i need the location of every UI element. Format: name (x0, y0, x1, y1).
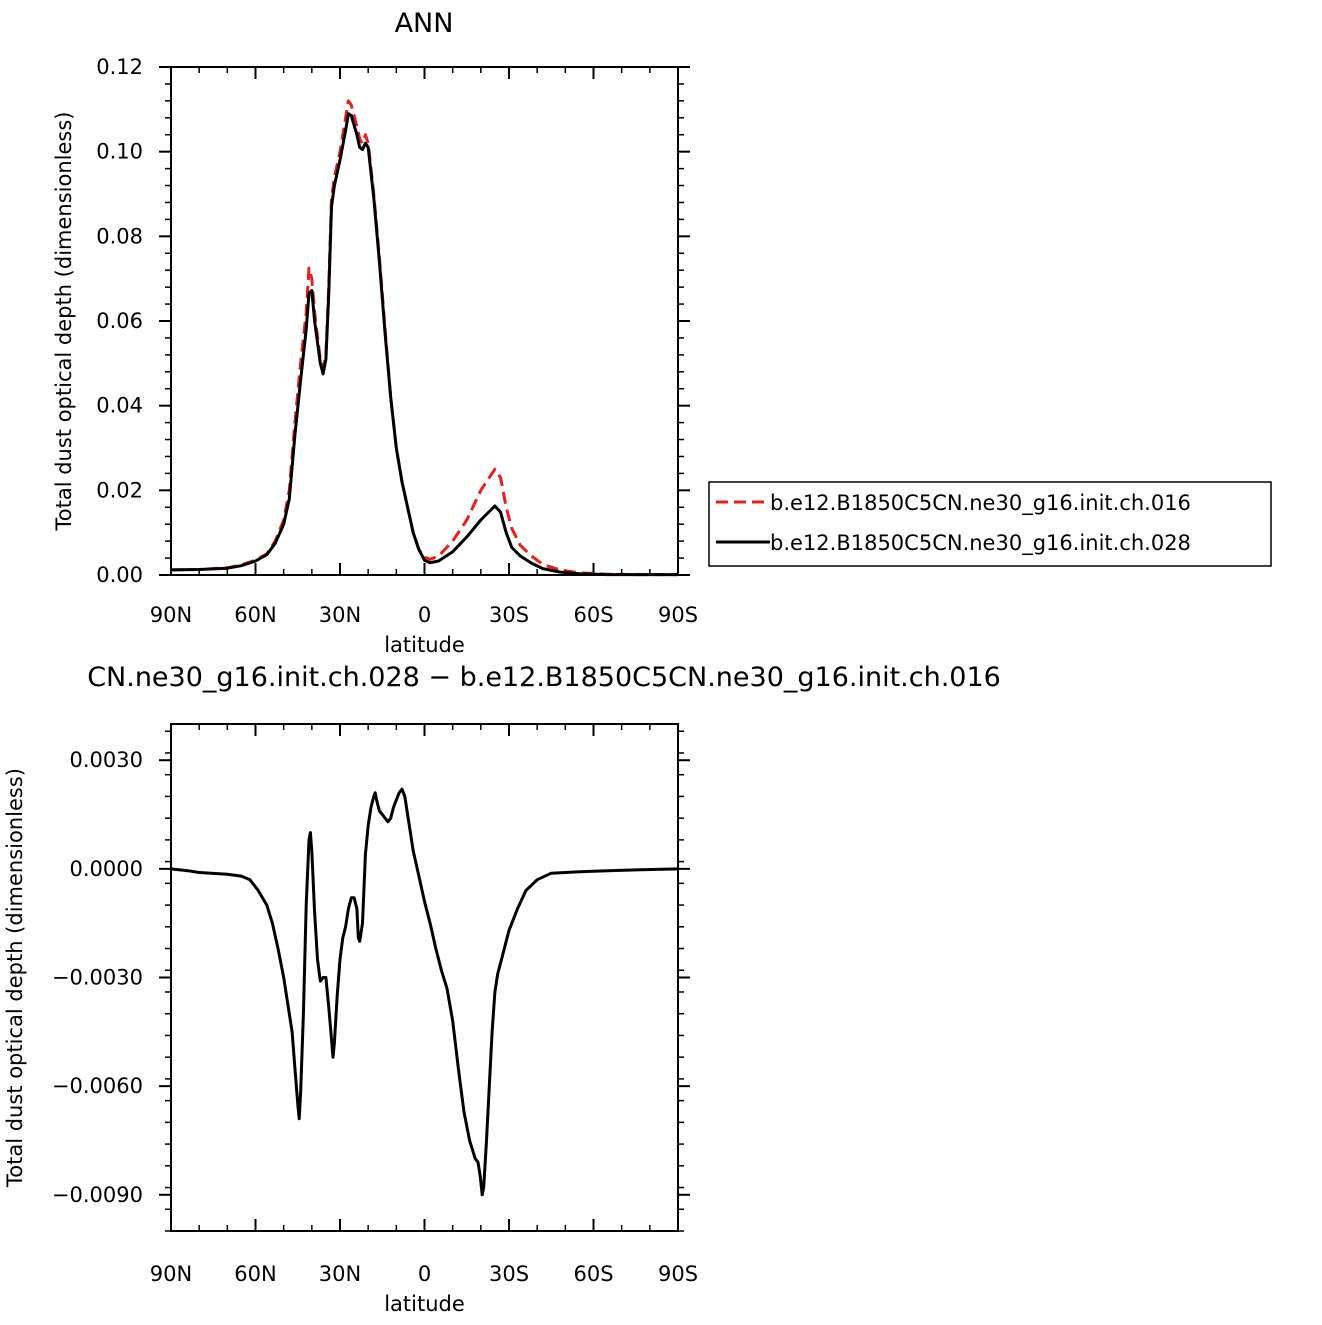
y-tick-label: 0.04 (96, 394, 143, 418)
chart-title: CN.ne30_g16.init.ch.028 − b.e12.B1850C5C… (87, 662, 1001, 693)
x-tick-label: 60S (573, 603, 613, 627)
legend-box (708, 481, 1272, 567)
x-tick-label: 90N (150, 1262, 192, 1286)
series-line-1 (170, 99, 678, 577)
x-tick-label: 90S (658, 1262, 698, 1286)
legend: b.e12.B1850C5CN.ne30_g16.init.ch.016 b.e1… (708, 481, 1272, 567)
legend-label-1: b.e12.B1850C5CN.ne30_g16.init.ch.016 (770, 491, 1191, 516)
x-tick-label: 90N (150, 603, 192, 627)
x-tick-label: 30N (319, 1262, 361, 1286)
y-tick-label: 0.08 (96, 224, 143, 248)
x-tick-label: 0 (418, 1262, 431, 1286)
plot-frame (170, 723, 679, 1232)
x-tick-label: 60S (573, 1262, 613, 1286)
series-line-2 (170, 112, 678, 577)
x-tick-label: 60N (234, 1262, 276, 1286)
x-tick-label: 90S (658, 603, 698, 627)
chart-title: ANN (395, 8, 454, 39)
x-tick-label: 30S (489, 603, 529, 627)
y-tick-label: 0.12 (96, 55, 143, 79)
x-tick-label: 60N (234, 603, 276, 627)
y-tick-label: 0.02 (96, 478, 143, 502)
x-axis-label: latitude (384, 1292, 465, 1316)
y-tick-label: 0.10 (96, 140, 143, 164)
y-tick-label: 0.0030 (70, 748, 143, 772)
legend-label-2: b.e12.B1850C5CN.ne30_g16.init.ch.028 (770, 531, 1191, 556)
y-axis-label: Total dust optical depth (dimensionless) (3, 768, 27, 1188)
x-tick-label: 30N (319, 603, 361, 627)
y-tick-label: −0.0030 (52, 966, 143, 990)
plot-frame (170, 66, 679, 576)
x-axis-label: latitude (384, 633, 465, 657)
y-tick-label: 0.0000 (70, 857, 143, 881)
y-axis-label: Total dust optical depth (dimensionless) (52, 112, 76, 532)
y-tick-label: −0.0090 (52, 1183, 143, 1207)
x-tick-label: 30S (489, 1262, 529, 1286)
y-tick-label: 0.06 (96, 309, 143, 333)
y-tick-label: −0.0060 (52, 1074, 143, 1098)
y-tick-label: 0.00 (96, 563, 143, 587)
series-line-1 (170, 787, 679, 1197)
x-tick-label: 0 (418, 603, 431, 627)
chart-panel-2: CN.ne30_g16.init.ch.028 − b.e12.B1850C5C… (3, 662, 1001, 1316)
chart-panel-1: ANN 90N 60N 30N 0 30S 60S 90S 0.00 0.02 0.04 0.06 0.… (52, 8, 1272, 657)
